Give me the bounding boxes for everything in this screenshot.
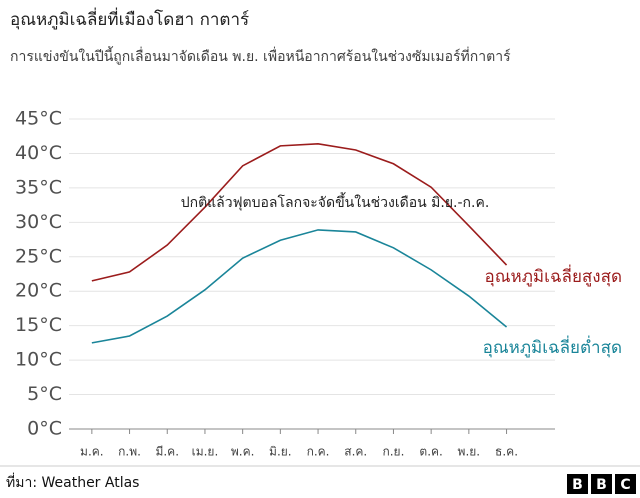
x-tick-label: มี.ค.	[155, 445, 179, 459]
y-tick-label: 30°C	[15, 211, 62, 233]
y-tick-label: 0°C	[27, 418, 62, 440]
series-line	[91, 142, 508, 282]
x-tick-label: ส.ค.	[344, 445, 367, 459]
y-tick-label: 45°C	[15, 108, 62, 130]
logo-box	[567, 474, 588, 494]
chart-title: อุณหภูมิเฉลี่ยที่เมืองโดฮา กาตาร์	[10, 7, 249, 30]
y-tick-label: 15°C	[15, 314, 62, 336]
y-tick-label: 10°C	[15, 349, 62, 371]
logo-box	[615, 474, 636, 494]
chart-subtitle: การแข่งขันในปีนี้ถูกเลื่อนมาจัดเดือน พ.ย…	[10, 46, 511, 65]
x-tick-label: ต.ค.	[419, 445, 442, 459]
x-tick-label: พ.ค.	[231, 445, 255, 459]
x-tick-label: มิ.ย.	[269, 445, 292, 459]
y-tick-label: 5°C	[27, 383, 62, 405]
y-tick-label: 40°C	[15, 142, 62, 164]
y-tick-label: 25°C	[15, 245, 62, 267]
x-tick-label: ก.ค.	[307, 445, 330, 459]
logo-letter: B	[596, 477, 607, 493]
logo-letter: C	[620, 477, 630, 493]
y-tick-label: 35°C	[15, 176, 62, 198]
series-label: อุณหภูมิเฉลี่ยต่ำสุด	[483, 335, 622, 358]
x-tick-label: พ.ย.	[458, 445, 481, 459]
x-tick-label: เม.ย.	[192, 445, 219, 459]
x-tick-label: ม.ค.	[80, 445, 104, 459]
x-tick-label: ก.พ.	[118, 445, 141, 459]
x-tick-label: ก.ย.	[382, 445, 404, 459]
y-tick-label: 20°C	[15, 280, 62, 302]
series-label: อุณหภูมิเฉลี่ยสูงสุด	[485, 264, 622, 287]
logo-letter: B	[572, 477, 583, 493]
source: ที่มา: Weather Atlas	[6, 473, 139, 491]
x-tick-label: ธ.ค.	[495, 445, 518, 459]
logo-box	[591, 474, 612, 494]
annotation: ปกติแล้วฟุตบอลโลกจะจัดขึ้นในช่วงเดือน มิ…	[181, 192, 490, 211]
series-line	[91, 229, 508, 344]
